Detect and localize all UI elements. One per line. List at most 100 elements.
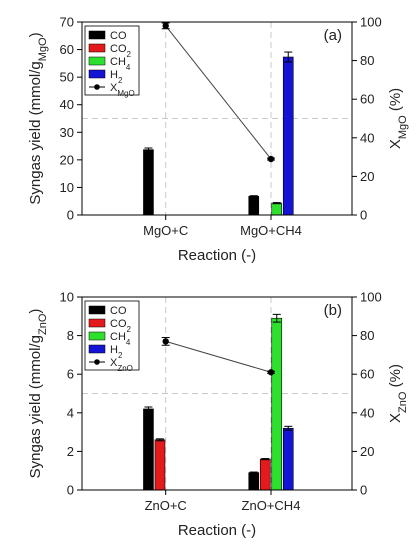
panel-label: (a) xyxy=(324,27,342,44)
y2-tick-label: 60 xyxy=(360,92,374,107)
y-tick-label: 2 xyxy=(67,444,74,459)
legend-label-main: CH xyxy=(110,331,126,343)
bar xyxy=(154,439,166,491)
legend-label-main: CO xyxy=(110,43,127,55)
y2-tick-label: 0 xyxy=(360,208,367,223)
legend-label: CO2 xyxy=(110,318,132,334)
legend-label-sub: 2 xyxy=(118,76,123,85)
legend-label: XZnO xyxy=(110,357,133,373)
legend-label-main: X xyxy=(110,357,118,369)
plot-frame xyxy=(81,21,353,216)
y2-tick-label: 40 xyxy=(360,405,374,420)
legend-label-main: CO xyxy=(110,305,127,317)
x-tick-label: ZnO+CH4 xyxy=(242,498,301,513)
line-point xyxy=(267,369,275,376)
y-tick-label: 8 xyxy=(67,328,74,343)
y2-axis-title-tail: (%) xyxy=(387,88,404,116)
panel-label: (b) xyxy=(324,302,342,319)
y2-axis-title-sub: MgO xyxy=(397,115,409,139)
legend-label-sub: 4 xyxy=(126,338,131,347)
legend-label-main: H xyxy=(110,344,118,356)
y2-tick-label: 60 xyxy=(360,367,374,382)
y-axis-title-sub: MgO xyxy=(37,37,49,61)
y2-tick-label: 80 xyxy=(360,328,374,343)
legend-label-sub: ZnO xyxy=(117,364,133,373)
legend-label-sub: 2 xyxy=(127,50,132,59)
legend-label: CO xyxy=(110,305,127,317)
legend-label: CH4 xyxy=(110,56,131,72)
chart-panel-1: 0 10 20 30 40 50 60 70 0 20 40 60 80 100 MgO+C MgO+CH4 R… xyxy=(27,15,409,265)
y-axis-title-main: Syngas yield (mmol/g xyxy=(27,61,44,204)
legend-marker xyxy=(94,359,100,365)
y-axis-title-main: Syngas yield (mmol/g xyxy=(27,335,44,478)
x-tick-label: MgO+C xyxy=(143,223,188,238)
legend-marker xyxy=(94,84,100,90)
legend-swatch xyxy=(88,331,106,341)
y-tick-label: 0 xyxy=(67,208,74,223)
x-axis-title: Reaction (-) xyxy=(178,247,256,264)
y-axis-title: Syngas yield (mmol/gMgO) xyxy=(27,32,49,204)
bar xyxy=(271,202,283,216)
legend-swatch xyxy=(88,69,106,79)
legend-label-main: X xyxy=(110,82,118,94)
y-tick-label: 10 xyxy=(60,290,74,305)
y-tick-label: 6 xyxy=(67,367,74,382)
legend-label-main: H xyxy=(110,69,118,81)
legend-label: CO xyxy=(110,30,127,42)
y-tick-label: 40 xyxy=(60,97,74,112)
y-axis-title-tail: ) xyxy=(27,32,44,37)
x-axis-title: Reaction (-) xyxy=(178,522,256,539)
y2-axis-title-main: X xyxy=(387,413,404,423)
legend-label-sub: 2 xyxy=(118,351,123,360)
legend-swatch xyxy=(88,344,106,354)
y2-tick-label: 80 xyxy=(360,53,374,68)
y2-axis-title: XMgO (%) xyxy=(387,88,409,149)
y-tick-label: 60 xyxy=(60,42,74,57)
y2-tick-label: 20 xyxy=(360,444,374,459)
x-tick-label: ZnO+C xyxy=(145,498,187,513)
x-tick-label: MgO+CH4 xyxy=(240,223,302,238)
y-tick-label: 70 xyxy=(60,15,74,30)
y2-tick-label: 0 xyxy=(360,483,367,498)
legend-label: H2 xyxy=(110,344,123,360)
legend-label: H2 xyxy=(110,69,123,85)
plot-frame xyxy=(81,296,353,491)
y-tick-label: 20 xyxy=(60,152,74,167)
y2-tick-label: 100 xyxy=(360,15,382,30)
legend-label: XMgO xyxy=(110,82,135,98)
legend-label: CO2 xyxy=(110,43,132,59)
legend-label-sub: 2 xyxy=(127,325,132,334)
y2-axis-title-main: X xyxy=(387,139,404,149)
bar xyxy=(271,317,283,491)
legend-label-main: CH xyxy=(110,56,126,68)
y2-axis-title-sub: ZnO xyxy=(397,391,409,413)
bar xyxy=(282,427,294,491)
y-axis-title: Syngas yield (mmol/gZnO) xyxy=(27,309,49,479)
y-axis-title-tail: ) xyxy=(27,309,44,314)
y-tick-label: 0 xyxy=(67,483,74,498)
y-tick-label: 30 xyxy=(60,125,74,140)
legend-label: CH4 xyxy=(110,331,131,347)
bar xyxy=(143,149,154,216)
conversion-line xyxy=(165,340,272,373)
legend-swatch xyxy=(88,30,106,40)
y-tick-label: 50 xyxy=(60,70,74,85)
legend-label-sub: MgO xyxy=(117,89,134,98)
legend-label-sub: 4 xyxy=(126,63,131,72)
bar xyxy=(248,472,260,491)
line-point xyxy=(267,155,275,163)
y-axis-title-sub: ZnO xyxy=(37,313,49,335)
y2-axis-title-tail: (%) xyxy=(387,364,404,392)
legend-swatch xyxy=(88,305,106,315)
y2-axis-title: XZnO (%) xyxy=(387,364,409,423)
legend-label-main: CO xyxy=(110,318,127,330)
y2-tick-label: 40 xyxy=(360,130,374,145)
bar xyxy=(143,408,154,491)
y2-tick-label: 100 xyxy=(360,290,382,305)
conversion-line xyxy=(165,25,272,160)
y-tick-label: 4 xyxy=(67,405,74,420)
